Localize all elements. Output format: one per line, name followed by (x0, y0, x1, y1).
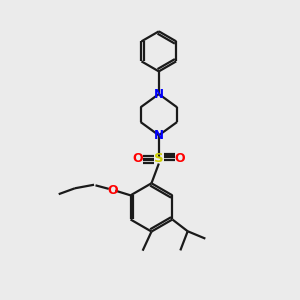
Text: O: O (132, 152, 143, 165)
Text: O: O (175, 152, 185, 165)
Text: N: N (154, 129, 164, 142)
Text: S: S (154, 152, 164, 165)
Text: N: N (154, 88, 164, 100)
Text: O: O (107, 184, 118, 196)
